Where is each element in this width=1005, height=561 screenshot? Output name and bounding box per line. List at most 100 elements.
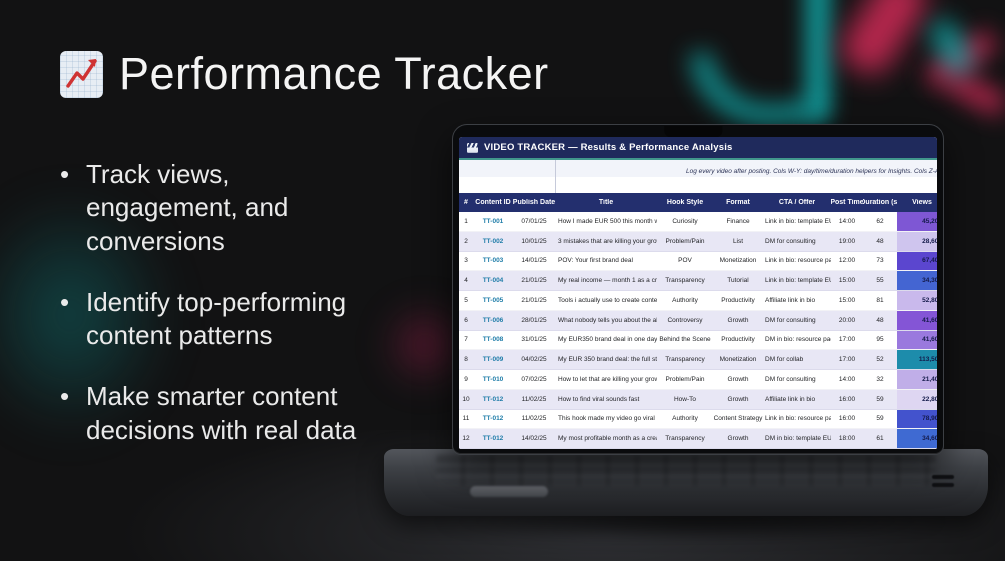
empty-sheet-row[interactable] — [459, 177, 937, 193]
table-row[interactable]: 7 TT-008 31/01/25 My EUR350 brand deal i… — [459, 330, 937, 351]
table-row[interactable]: 12 TT-012 14/02/25 My most profitable mo… — [459, 429, 937, 449]
table-row[interactable]: 9 TT-010 07/02/25 How to let that are ki… — [459, 370, 937, 390]
cell-duration[interactable]: 81 — [876, 296, 884, 304]
cell-cta[interactable]: DM for consulting — [765, 237, 816, 245]
cell-posttime[interactable]: 15:00 — [838, 277, 856, 285]
cell-cta[interactable]: DM for consulting — [765, 375, 816, 383]
cell-id[interactable]: TT-003 — [482, 257, 504, 265]
table-row[interactable]: 2 TT-002 10/01/25 3 mistakes that are ki… — [459, 231, 937, 252]
cell-format[interactable]: Growth — [727, 395, 749, 403]
cell-num[interactable]: 3 — [464, 257, 468, 265]
cell-views[interactable]: 34,600 — [897, 429, 937, 448]
cell-date[interactable]: 14/01/25 — [521, 257, 547, 265]
cell-format[interactable]: List — [732, 237, 744, 245]
cell-title[interactable]: This hook made my video go viral — [558, 415, 655, 423]
cell-format[interactable]: Productivity — [721, 296, 755, 304]
cell-views[interactable]: 21,400 — [897, 370, 937, 389]
cell-hook[interactable]: Controversy — [667, 316, 703, 324]
cell-date[interactable]: 21/01/25 — [521, 277, 547, 285]
cell-cta[interactable]: DM in bio: template EUR — [765, 435, 831, 443]
col-header-cta[interactable]: CTA / Offer — [778, 199, 816, 206]
cell-title[interactable]: What nobody tells you about the algori — [558, 316, 657, 324]
cell-posttime[interactable]: 18:00 — [838, 435, 856, 443]
table-row[interactable]: 5 TT-005 21/01/25 Tools i actually use t… — [459, 291, 937, 311]
table-row[interactable]: 11 TT-012 11/02/25 This hook made my vid… — [459, 409, 937, 430]
cell-title[interactable]: How to let that are killing your growth — [558, 375, 657, 383]
cell-num[interactable]: 12 — [462, 435, 470, 443]
cell-format[interactable]: Growth — [727, 435, 749, 443]
cell-date[interactable]: 07/02/25 — [521, 375, 547, 383]
cell-num[interactable]: 8 — [464, 356, 468, 364]
cell-id[interactable]: TT-012 — [482, 415, 504, 423]
cell-num[interactable]: 4 — [464, 277, 468, 285]
cell-duration[interactable]: 52 — [876, 356, 884, 364]
table-row[interactable]: 4 TT-004 21/01/25 My real income — month… — [459, 271, 937, 291]
col-header-num[interactable]: # — [464, 199, 468, 206]
cell-hook[interactable]: POV — [678, 257, 692, 265]
cell-format[interactable]: Finance — [726, 217, 750, 225]
cell-title[interactable]: How I made EUR 500 this month with Ti — [558, 217, 657, 225]
cell-hook[interactable]: Transparency — [665, 356, 705, 364]
cell-posttime[interactable]: 20:00 — [838, 316, 856, 324]
cell-hook[interactable]: Behind the Scene — [659, 336, 711, 344]
cell-title[interactable]: My EUR350 brand deal in one day — [558, 336, 657, 344]
cell-date[interactable]: 11/02/25 — [521, 395, 547, 403]
cell-posttime[interactable]: 16:00 — [838, 415, 856, 423]
cell-num[interactable]: 11 — [462, 415, 470, 423]
cell-cta[interactable]: DM in bio: resource pack — [765, 336, 831, 344]
table-row[interactable]: 3 TT-003 14/01/25 POV: Your first brand … — [459, 251, 937, 272]
col-header-date[interactable]: Publish Date — [513, 199, 555, 206]
col-header-hook[interactable]: Hook Style — [666, 199, 704, 206]
cell-duration[interactable]: 95 — [876, 336, 884, 344]
cell-title[interactable]: My EUR 350 brand deal: the full story — [558, 356, 657, 364]
cell-num[interactable]: 10 — [462, 395, 470, 403]
cell-title[interactable]: My most profitable month as a creator — [558, 435, 657, 443]
cell-hook[interactable]: Problem/Pain — [665, 375, 705, 383]
cell-id[interactable]: TT-008 — [482, 336, 504, 344]
cell-date[interactable]: 21/01/25 — [521, 296, 547, 304]
cell-duration[interactable]: 73 — [876, 257, 884, 265]
cell-format[interactable]: Growth — [727, 375, 749, 383]
cell-date[interactable]: 07/01/25 — [521, 217, 547, 225]
cell-cta[interactable]: DM for collab — [765, 356, 804, 364]
cell-id[interactable]: TT-010 — [482, 375, 504, 383]
cell-cta[interactable]: Link in bio: template EUR — [765, 217, 831, 225]
cell-views[interactable]: 41,600 — [897, 310, 937, 330]
cell-format[interactable]: Tutorial — [727, 277, 749, 285]
cell-views[interactable]: 28,600 — [897, 231, 937, 251]
cell-date[interactable]: 14/02/25 — [521, 435, 547, 443]
cell-posttime[interactable]: 16:00 — [838, 395, 856, 403]
cell-duration[interactable]: 55 — [876, 277, 884, 285]
cell-id[interactable]: TT-012 — [482, 395, 504, 403]
cell-views[interactable]: 67,400 — [897, 251, 937, 271]
cell-num[interactable]: 1 — [464, 217, 468, 225]
col-header-duration[interactable]: Duration (s) — [863, 199, 897, 206]
cell-title[interactable]: How to find viral sounds fast — [558, 395, 640, 403]
cell-format[interactable]: Monetization — [719, 356, 757, 364]
cell-duration[interactable]: 48 — [876, 237, 884, 245]
cell-posttime[interactable]: 14:00 — [838, 217, 856, 225]
col-header-format[interactable]: Format — [726, 199, 750, 206]
cell-views[interactable]: 113,500 — [897, 350, 937, 369]
cell-format[interactable]: Productivity — [721, 336, 755, 344]
col-header-views[interactable]: Views — [912, 199, 932, 206]
cell-views[interactable]: 41,600 — [897, 330, 937, 350]
cell-id[interactable]: TT-006 — [482, 316, 504, 324]
cell-title[interactable]: My real income — month 1 as a creator — [558, 277, 657, 285]
cell-title[interactable]: Tools i actually use to create content — [558, 296, 657, 304]
cell-posttime[interactable]: 19:00 — [838, 237, 856, 245]
cell-cta[interactable]: DM for consulting — [765, 316, 816, 324]
cell-id[interactable]: TT-009 — [482, 356, 504, 364]
cell-id[interactable]: TT-005 — [482, 296, 504, 304]
cell-duration[interactable]: 32 — [876, 375, 884, 383]
cell-duration[interactable]: 48 — [876, 316, 884, 324]
cell-num[interactable]: 5 — [464, 296, 468, 304]
col-header-posttime[interactable]: Post Time — [831, 199, 863, 206]
cell-date[interactable]: 04/02/25 — [521, 356, 547, 364]
cell-posttime[interactable]: 12:00 — [838, 257, 856, 265]
cell-format[interactable]: Content Strategy — [713, 415, 763, 423]
cell-num[interactable]: 6 — [464, 316, 468, 324]
cell-views[interactable]: 34,300 — [897, 271, 937, 290]
cell-views[interactable]: 45,200 — [897, 212, 937, 231]
cell-hook[interactable]: Curiosity — [672, 217, 698, 225]
